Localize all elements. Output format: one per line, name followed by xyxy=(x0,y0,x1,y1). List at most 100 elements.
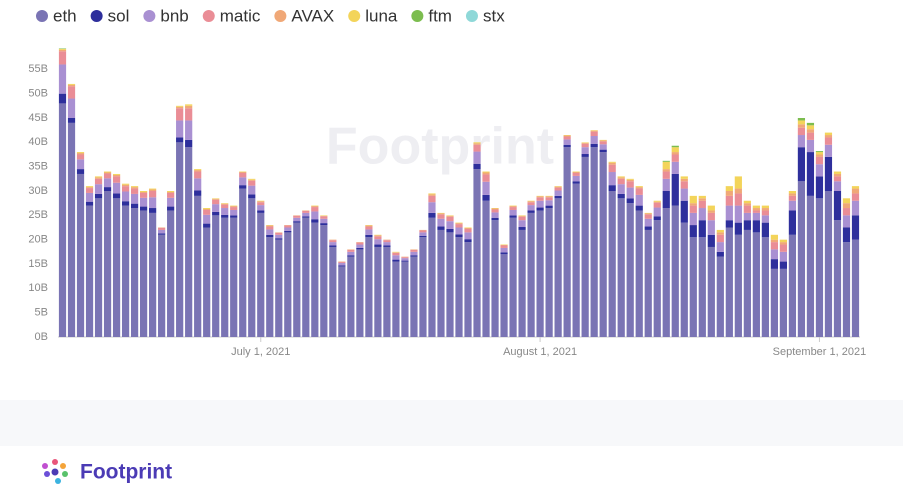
bar-segment xyxy=(122,184,129,185)
bar-segment xyxy=(663,208,670,337)
bar-segment xyxy=(68,118,75,123)
bar-segment xyxy=(834,176,841,181)
bar-segment xyxy=(482,174,489,181)
bar-segment xyxy=(158,228,165,230)
bar-segment xyxy=(816,164,823,176)
bar-segment xyxy=(627,203,634,337)
bar-segment xyxy=(392,253,399,255)
bar-segment xyxy=(708,210,715,212)
bar-segment xyxy=(600,141,607,144)
bar-segment xyxy=(681,201,688,223)
bar-segment xyxy=(185,120,192,139)
bar-segment xyxy=(59,64,66,93)
bar-segment xyxy=(771,249,778,259)
bar-segment xyxy=(645,213,652,214)
bar-segment xyxy=(473,142,480,143)
bar-segment xyxy=(428,194,435,195)
bar-segment xyxy=(284,228,291,231)
bar-segment xyxy=(95,176,102,177)
bar-segment xyxy=(311,206,318,207)
bar-segment xyxy=(473,143,480,144)
bar-segment xyxy=(843,208,850,215)
bar-segment xyxy=(717,257,724,337)
bar-segment xyxy=(509,218,516,337)
bar-segment xyxy=(509,210,516,215)
bar-segment xyxy=(239,173,246,177)
bar-segment xyxy=(329,240,336,242)
bar-segment xyxy=(275,235,282,238)
bar-segment xyxy=(609,185,616,191)
bar-segment xyxy=(735,176,742,188)
bar-segment xyxy=(609,172,616,185)
bar-segment xyxy=(95,194,102,198)
bar-segment xyxy=(555,191,562,196)
bar-segment xyxy=(86,186,93,187)
bar-segment xyxy=(176,142,183,337)
brand-logo xyxy=(42,459,68,484)
bar-segment xyxy=(807,140,814,152)
bar-segment xyxy=(311,223,318,337)
bar-segment xyxy=(645,219,652,227)
bar-segment xyxy=(59,51,66,64)
bar-segment xyxy=(257,201,264,202)
bar-segment xyxy=(573,172,580,173)
bar-segment xyxy=(627,198,634,203)
bar-segment xyxy=(762,237,769,337)
bar-segment xyxy=(618,176,625,177)
bar-segment xyxy=(780,245,787,252)
bar-segment xyxy=(446,216,453,217)
bar-segment xyxy=(518,220,525,227)
bar-segment xyxy=(221,204,228,205)
bar-segment xyxy=(780,262,787,269)
bar-segment xyxy=(221,218,228,337)
bar-segment xyxy=(744,220,751,230)
bar-segment xyxy=(753,208,760,210)
bar-segment xyxy=(122,185,129,186)
bar-segment xyxy=(726,228,733,338)
bar-segment xyxy=(843,242,850,337)
bar-segment xyxy=(717,232,724,234)
bar-segment xyxy=(690,225,697,237)
bar-segment xyxy=(509,206,516,207)
bar-segment xyxy=(140,192,147,193)
bar-segment xyxy=(681,223,688,337)
bar-segment xyxy=(122,191,129,201)
bar-segment xyxy=(428,202,435,213)
bar-segment xyxy=(672,146,679,147)
footer-band xyxy=(0,400,903,446)
bar-segment xyxy=(59,94,66,104)
bar-segment xyxy=(690,213,697,225)
bar-segment xyxy=(302,216,309,217)
bar-segment xyxy=(266,235,273,237)
bar-segment xyxy=(500,254,507,337)
bar-segment xyxy=(582,147,589,154)
bar-segment xyxy=(248,181,255,186)
bar-segment xyxy=(843,215,850,227)
bar-segment xyxy=(744,206,751,213)
bar-segment xyxy=(59,50,66,51)
bar-segment xyxy=(843,198,850,203)
bar-segment xyxy=(564,147,571,337)
bar-segment xyxy=(329,247,336,337)
bar-segment xyxy=(771,259,778,269)
bar-segment xyxy=(59,103,66,337)
bar-segment xyxy=(410,257,417,337)
bar-segment xyxy=(428,196,435,202)
bar-segment xyxy=(771,240,778,242)
y-tick-label: 20B xyxy=(28,234,48,246)
bar-segment xyxy=(663,169,670,171)
bar-segment xyxy=(735,223,742,235)
y-tick-label: 45B xyxy=(28,112,48,124)
bar-segment xyxy=(789,196,796,201)
bar-segment xyxy=(338,265,345,266)
bar-segment xyxy=(176,107,183,108)
bar-segment xyxy=(113,175,120,176)
bar-segment xyxy=(807,125,814,129)
bar-segment xyxy=(230,207,237,210)
bar-segment xyxy=(591,136,598,144)
bar-segment xyxy=(203,215,210,224)
bar-segment xyxy=(68,84,75,85)
bar-segment xyxy=(410,255,417,256)
legend-swatch xyxy=(91,10,103,22)
bar-segment xyxy=(843,228,850,243)
